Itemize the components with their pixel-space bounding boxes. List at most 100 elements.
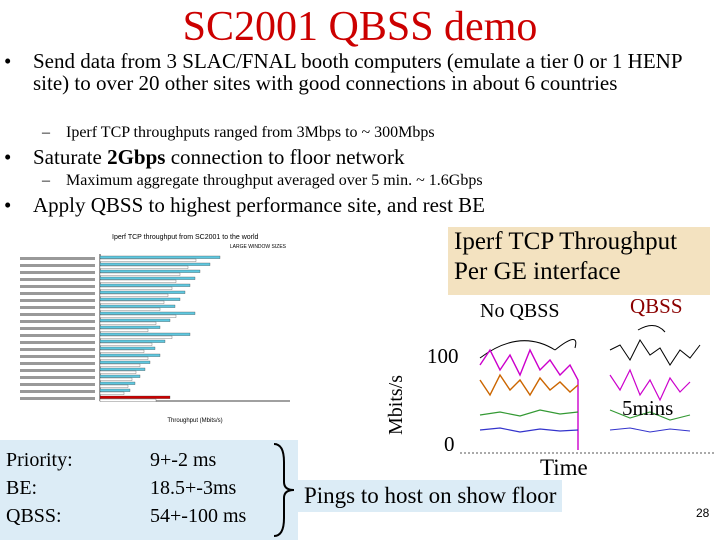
sub-mark: – bbox=[42, 124, 50, 141]
bullet: Saturate 2Gbps connection to floor netwo… bbox=[33, 146, 405, 168]
y-label-high: 100 bbox=[427, 344, 459, 368]
bullet-mark: • bbox=[4, 49, 12, 73]
decor-bar bbox=[99, 311, 196, 315]
ping-label: QBSS: bbox=[6, 505, 62, 527]
decor-bar bbox=[99, 318, 171, 322]
trace bbox=[479, 409, 579, 417]
decor-bar bbox=[99, 332, 191, 336]
blurred-label bbox=[20, 397, 95, 400]
trace bbox=[479, 427, 579, 433]
figure-title: Iperf TCP throughput from SC2001 to the … bbox=[112, 234, 259, 241]
blurred-label bbox=[20, 327, 95, 330]
y-label-low: 0 bbox=[444, 432, 455, 456]
decor-bar bbox=[99, 321, 157, 325]
decor-bar bbox=[99, 276, 196, 280]
decor-bar bbox=[99, 304, 176, 308]
blurred-label bbox=[20, 264, 95, 267]
text: 2Gbps bbox=[107, 145, 166, 169]
decor-bar bbox=[99, 328, 149, 332]
blurred-label bbox=[20, 383, 95, 386]
sub-bullet: Maximum aggregate throughput averaged ov… bbox=[66, 172, 483, 189]
decor-bar bbox=[99, 377, 133, 381]
decor-bar bbox=[99, 346, 156, 350]
blurred-label bbox=[20, 313, 95, 316]
blurred-label bbox=[20, 299, 95, 302]
decor-bar bbox=[99, 398, 157, 402]
bullet-mark: • bbox=[4, 193, 12, 217]
ping-label: BE: bbox=[6, 477, 38, 499]
blurred-label bbox=[20, 334, 95, 337]
trace bbox=[609, 409, 691, 421]
trace bbox=[609, 368, 691, 402]
figure-title-box: Iperf TCP Throughput Per GE interface bbox=[448, 227, 710, 295]
bullet-mark: • bbox=[4, 145, 12, 169]
blurred-label bbox=[20, 285, 95, 288]
decor-bar bbox=[99, 391, 125, 395]
trace bbox=[609, 427, 691, 433]
decor-bar bbox=[99, 258, 197, 262]
decor-bar bbox=[99, 293, 169, 297]
decor-bar bbox=[99, 286, 173, 290]
blurred-label bbox=[20, 306, 95, 309]
bar-figure: Iperf TCP throughput from SC2001 to the … bbox=[0, 226, 300, 432]
ping-value: 9+-2 ms bbox=[150, 449, 217, 471]
decor-bar bbox=[99, 395, 171, 399]
ping-labels: Priority: BE: QBSS: bbox=[6, 446, 73, 530]
decor-bar bbox=[99, 262, 211, 266]
page-number: 28 bbox=[696, 506, 710, 520]
text: connection to floor network bbox=[165, 145, 405, 169]
pings-box bbox=[0, 440, 298, 540]
blurred-label bbox=[20, 257, 95, 260]
decor-bar bbox=[99, 290, 186, 294]
decor-bar bbox=[99, 300, 165, 304]
decor-bar bbox=[99, 367, 146, 371]
bars bbox=[20, 255, 221, 402]
decor-bar bbox=[99, 269, 201, 273]
y-label: Mbits/s bbox=[385, 374, 407, 435]
decor-bar bbox=[99, 255, 221, 259]
blurred-label bbox=[20, 355, 95, 358]
bullet: Apply QBSS to highest performance site, … bbox=[33, 193, 486, 217]
blurred-label bbox=[20, 362, 95, 365]
trace bbox=[479, 348, 579, 450]
decor-bar bbox=[99, 353, 161, 357]
brace bbox=[273, 443, 295, 537]
trace bbox=[609, 339, 701, 366]
sub-bullet: Iperf TCP throughputs ranged from 3Mbps … bbox=[66, 124, 435, 141]
blurred-label bbox=[20, 390, 95, 393]
decor-bar bbox=[99, 374, 141, 378]
title: SC2001 QBSS demo bbox=[182, 4, 538, 50]
label: QBSS bbox=[630, 294, 683, 318]
blurred-label bbox=[20, 376, 95, 379]
ping-value: 54+-100 ms bbox=[150, 505, 247, 527]
decor-bar bbox=[99, 265, 189, 269]
blurred-label bbox=[20, 348, 95, 351]
blurred-label bbox=[20, 292, 95, 295]
decor-bar bbox=[99, 388, 131, 392]
decor-bar bbox=[99, 356, 149, 360]
decor-bar bbox=[99, 363, 141, 367]
brace bbox=[637, 325, 666, 333]
figure-note: LARGE WINDOW SIZES bbox=[230, 244, 287, 250]
decor-bar bbox=[99, 335, 173, 339]
traces bbox=[460, 325, 715, 454]
text: Saturate bbox=[33, 145, 108, 169]
decor-bar bbox=[99, 272, 181, 276]
figure-x-label: Throughput (Mbits/s) bbox=[167, 418, 222, 424]
decor-bar bbox=[99, 384, 129, 388]
decor-bar bbox=[99, 381, 136, 385]
blurred-label bbox=[20, 341, 95, 344]
blurred-label bbox=[20, 278, 95, 281]
label: No QBSS bbox=[480, 300, 560, 322]
decor-bar bbox=[99, 279, 177, 283]
trace bbox=[479, 373, 579, 397]
blurred-label bbox=[20, 271, 95, 274]
decor-bar bbox=[99, 325, 161, 329]
blurred-label bbox=[20, 320, 95, 323]
decor-bar bbox=[99, 307, 161, 311]
ping-value: 18.5+-3ms bbox=[150, 477, 237, 499]
decor-bar bbox=[99, 349, 145, 353]
sub-mark: – bbox=[42, 172, 50, 189]
decor-bar bbox=[99, 370, 137, 374]
decor-bar bbox=[99, 297, 181, 301]
